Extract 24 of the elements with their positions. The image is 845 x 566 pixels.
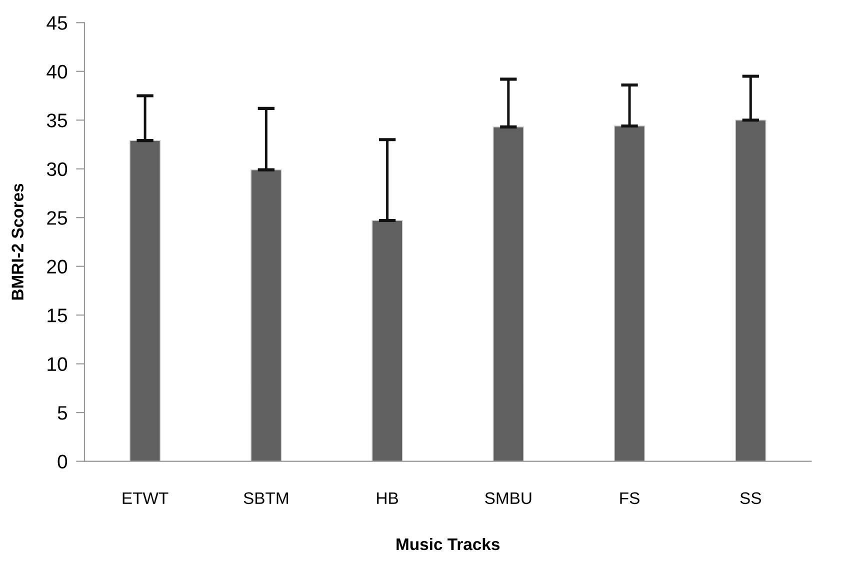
- y-axis-title: BMRI-2 Scores: [12, 184, 24, 300]
- y-tick-label: 10: [48, 357, 68, 372]
- y-tick-label: 30: [46, 162, 68, 176]
- bar: [735, 120, 766, 462]
- x-axis-title: Music Tracks: [396, 538, 500, 550]
- y-tick-label: 15: [48, 308, 68, 322]
- x-tick-label: SS: [740, 492, 761, 504]
- x-tick-label: SBTM: [244, 492, 288, 504]
- y-tick-label: 40: [46, 64, 68, 79]
- bar: [250, 169, 282, 462]
- x-tick-label: SMBU: [485, 492, 532, 504]
- y-tick-label: 0: [58, 454, 68, 469]
- x-tick-label: HB: [377, 492, 398, 504]
- bar: [492, 126, 524, 462]
- bar: [130, 140, 161, 462]
- y-tick-label: 20: [47, 260, 68, 274]
- y-tick-label: 5: [58, 406, 68, 420]
- x-tick-label: ETWT: [122, 492, 168, 504]
- y-tick-label: 35: [46, 114, 68, 128]
- y-tick-label: 45: [46, 16, 68, 30]
- bar: [614, 126, 646, 462]
- y-tick-label: 25: [47, 211, 68, 225]
- x-tick-label: FS: [620, 492, 640, 504]
- bar: [372, 220, 403, 462]
